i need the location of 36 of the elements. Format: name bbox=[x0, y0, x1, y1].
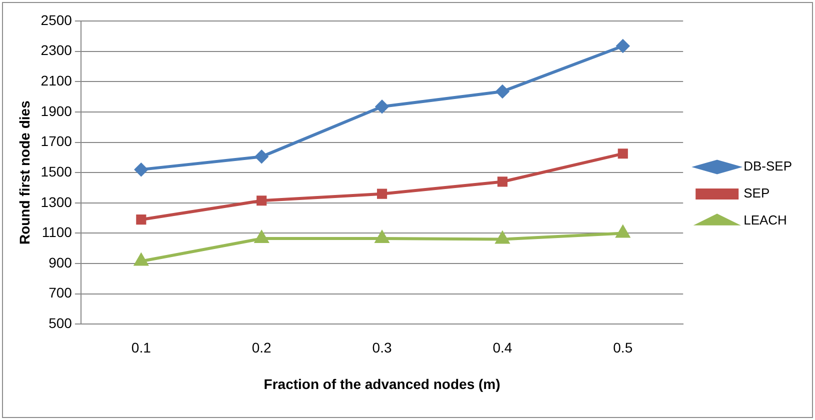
y-tick-label: 1100 bbox=[42, 224, 72, 240]
point bbox=[134, 163, 148, 176]
point bbox=[134, 254, 148, 266]
y-tick-label: 1500 bbox=[40, 163, 72, 180]
point bbox=[136, 214, 146, 225]
point bbox=[497, 176, 508, 187]
legend-label: SEP bbox=[744, 186, 770, 201]
point bbox=[376, 188, 388, 199]
point bbox=[375, 231, 389, 244]
y-tick-label: 700 bbox=[48, 284, 72, 301]
y-tick-label: 2500 bbox=[40, 12, 72, 28]
y-tick-label: 500 bbox=[48, 315, 72, 332]
x-tick-label: 0.4 bbox=[492, 339, 512, 356]
y-tick-label: 1900 bbox=[40, 102, 72, 119]
y-axis-title: Round first node dies bbox=[16, 100, 32, 245]
legend-label: DB-SEP bbox=[744, 158, 792, 174]
y-tick-label: 900 bbox=[48, 254, 72, 270]
x-tick-label: 0.3 bbox=[372, 339, 392, 356]
point bbox=[616, 40, 630, 53]
y-tick-label: 1300 bbox=[40, 194, 72, 210]
point bbox=[254, 231, 268, 244]
legend-label: LEACH bbox=[744, 212, 787, 228]
point bbox=[376, 100, 389, 114]
point bbox=[496, 84, 509, 98]
point bbox=[616, 226, 630, 238]
y-tick-label: 2100 bbox=[40, 72, 72, 88]
point bbox=[496, 232, 510, 244]
y-tick-label: 1700 bbox=[40, 133, 72, 150]
point bbox=[618, 148, 628, 159]
point bbox=[256, 196, 267, 206]
x-tick-label: 0.2 bbox=[252, 339, 272, 356]
x-tick-label: 0.5 bbox=[613, 339, 633, 356]
y-tick-label: 2300 bbox=[40, 42, 72, 58]
x-tick-label: 0.1 bbox=[131, 339, 152, 356]
point bbox=[255, 150, 268, 164]
x-axis-title: Fraction of the advanced nodes (m) bbox=[264, 376, 500, 392]
